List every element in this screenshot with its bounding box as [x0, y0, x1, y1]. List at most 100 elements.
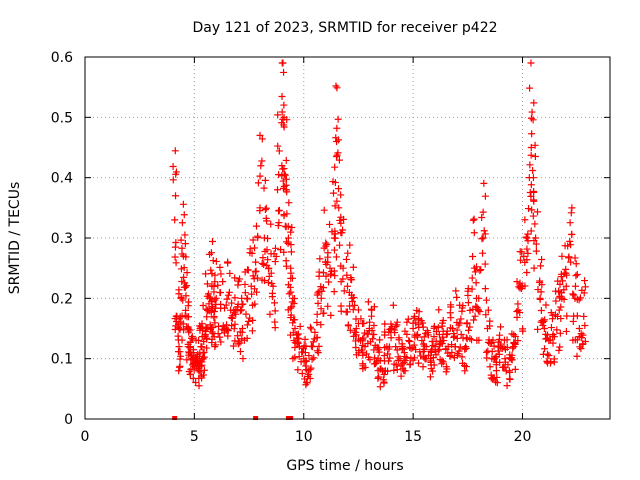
data-point	[172, 192, 180, 200]
data-point	[534, 325, 542, 333]
data-point	[260, 184, 268, 192]
data-point	[376, 336, 384, 344]
data-point	[443, 330, 451, 338]
data-point	[471, 268, 479, 276]
data-point	[477, 266, 485, 274]
data-point	[192, 336, 200, 344]
data-point	[414, 321, 422, 329]
data-point	[504, 361, 512, 369]
data-point	[268, 279, 276, 287]
data-point	[198, 343, 206, 351]
data-point	[248, 290, 256, 298]
data-point	[261, 206, 269, 214]
data-point	[175, 367, 183, 375]
data-point	[468, 274, 476, 282]
data-point	[531, 141, 539, 149]
data-point	[450, 333, 458, 341]
data-point	[419, 363, 427, 371]
data-point	[527, 181, 535, 189]
data-point	[203, 313, 211, 321]
data-point	[497, 323, 505, 331]
data-point	[209, 257, 217, 265]
data-point	[523, 268, 531, 276]
data-point	[174, 348, 182, 356]
data-point	[223, 321, 231, 329]
data-point	[254, 274, 262, 282]
data-point	[526, 161, 534, 169]
data-point	[302, 357, 310, 365]
data-point	[523, 245, 531, 253]
data-point	[528, 108, 536, 116]
data-point	[532, 240, 540, 248]
data-point	[359, 337, 367, 345]
data-point	[549, 332, 557, 340]
data-point	[381, 344, 389, 352]
data-point	[472, 294, 480, 302]
data-point	[524, 237, 532, 245]
data-point	[391, 329, 399, 337]
data-point	[571, 254, 579, 262]
data-point	[473, 303, 481, 311]
data-point	[169, 176, 177, 184]
data-point	[263, 246, 271, 254]
data-point	[257, 162, 265, 170]
data-point	[481, 260, 489, 268]
data-point	[530, 188, 538, 196]
data-point	[560, 295, 568, 303]
data-point	[274, 186, 281, 194]
data-point	[330, 288, 338, 296]
data-point	[446, 309, 454, 317]
data-point	[351, 328, 359, 336]
data-point	[369, 335, 377, 343]
data-point	[226, 269, 234, 277]
data-point	[412, 346, 420, 354]
data-point	[271, 258, 279, 266]
data-point	[184, 323, 192, 331]
data-point	[373, 358, 381, 366]
data-point	[272, 252, 280, 260]
data-point	[175, 363, 183, 371]
data-point	[309, 338, 317, 346]
data-point	[287, 228, 295, 236]
data-point	[219, 322, 227, 330]
data-point	[216, 333, 224, 341]
data-point	[322, 272, 330, 280]
data-point	[447, 301, 455, 309]
data-point	[375, 373, 383, 381]
data-point	[392, 343, 400, 351]
data-point	[172, 239, 180, 247]
y-tick-label: 0.6	[51, 50, 73, 66]
data-point	[198, 361, 206, 369]
data-point	[192, 379, 200, 387]
data-point	[180, 326, 188, 334]
data-point	[207, 308, 215, 316]
data-point	[261, 176, 269, 184]
data-point	[274, 142, 282, 150]
data-point	[556, 280, 564, 288]
data-point	[327, 271, 335, 279]
data-point	[333, 84, 341, 92]
data-point	[442, 331, 450, 339]
data-point	[573, 295, 581, 303]
data-point	[254, 232, 262, 240]
data-point	[285, 290, 293, 298]
data-point	[407, 345, 415, 353]
data-point	[223, 325, 231, 333]
data-point	[334, 115, 342, 123]
data-point	[202, 325, 210, 333]
data-point	[464, 299, 472, 307]
data-point	[331, 234, 339, 242]
data-point	[280, 101, 288, 109]
data-point	[393, 346, 401, 354]
data-point	[326, 220, 334, 228]
data-point	[248, 249, 256, 257]
data-point	[479, 249, 487, 257]
data-point	[543, 334, 551, 342]
data-point	[298, 370, 306, 378]
data-point	[294, 366, 302, 374]
data-point	[182, 253, 190, 261]
data-points	[169, 59, 589, 420]
data-point	[271, 318, 279, 326]
data-point	[530, 197, 538, 205]
data-point	[200, 348, 208, 356]
